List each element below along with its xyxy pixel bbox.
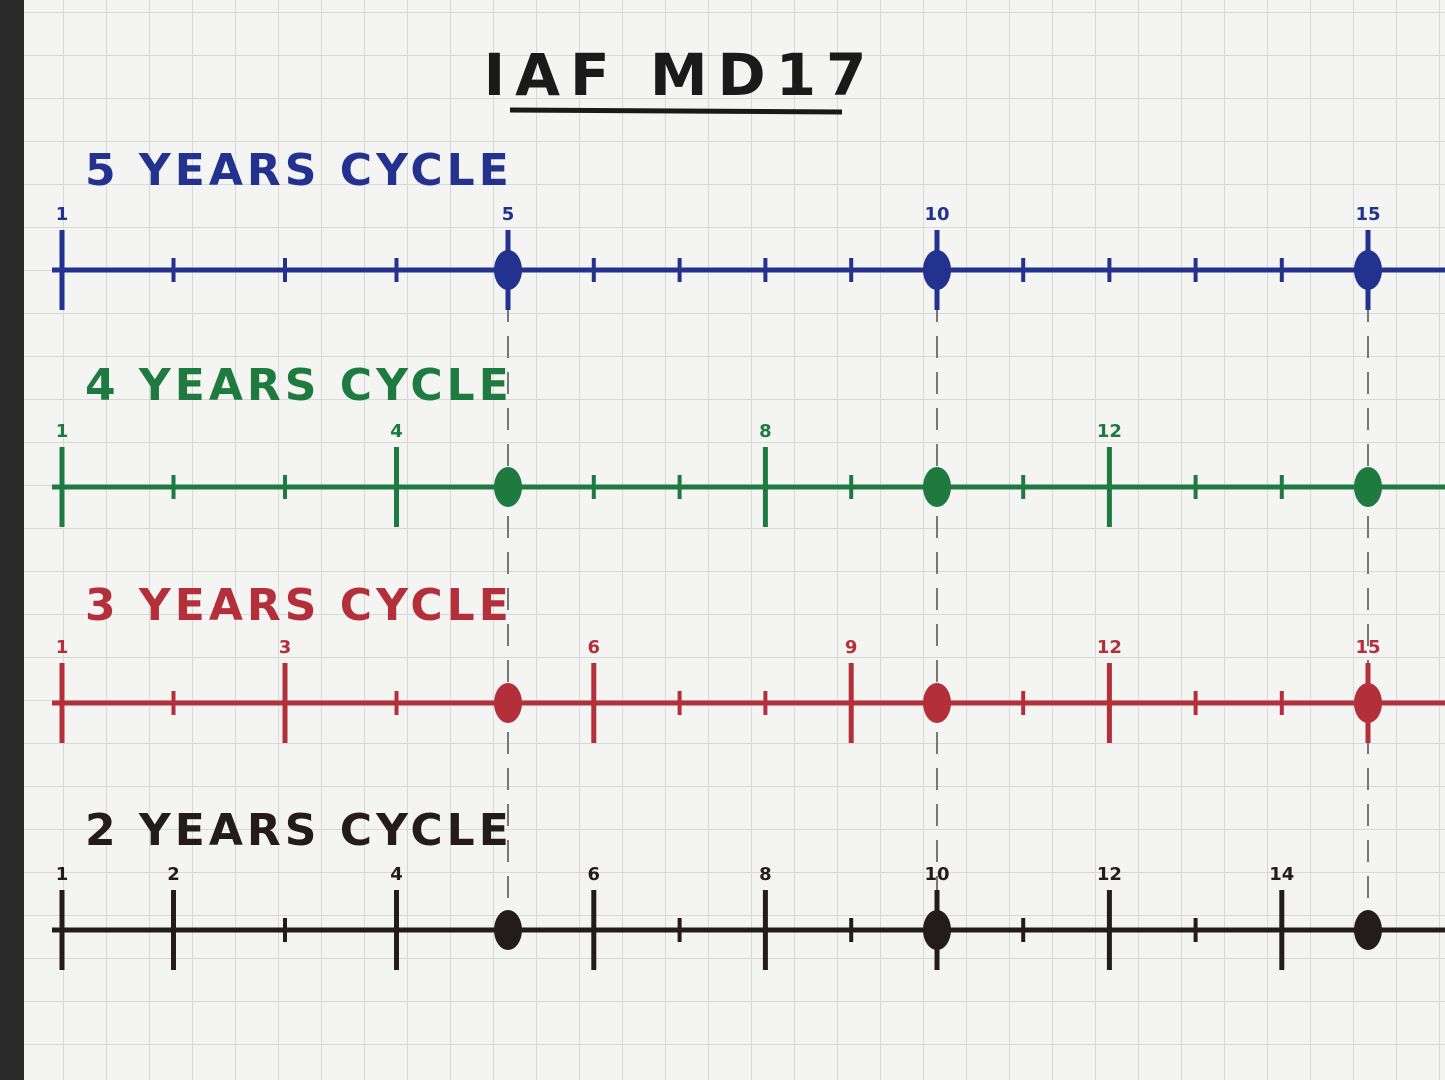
- tick-label: 9: [845, 637, 858, 658]
- tick-label: 1: [56, 204, 69, 225]
- cycle-dot: [923, 250, 951, 290]
- cycle-label: 2 YEARS CYCLE: [85, 805, 513, 856]
- tick-label: 12: [1097, 421, 1122, 442]
- title-underline: [510, 110, 842, 112]
- tick-label: 1: [56, 421, 69, 442]
- cycle-dot: [1354, 250, 1382, 290]
- cycle-dot: [923, 683, 951, 723]
- cycle-dot: [494, 467, 522, 507]
- tick-label: 1: [56, 864, 69, 885]
- tick-label: 15: [1355, 637, 1380, 658]
- tick-label: 12: [1097, 864, 1122, 885]
- cycle-dot: [1354, 467, 1382, 507]
- diagram: IAF MD17 5 YEARS CYCLE1510154 YEARS CYCL…: [0, 0, 1445, 1080]
- cycle-label: 5 YEARS CYCLE: [85, 145, 513, 196]
- cycle-dot: [923, 467, 951, 507]
- tick-label: 10: [924, 864, 949, 885]
- cycle-label: 4 YEARS CYCLE: [85, 360, 513, 411]
- tick-label: 2: [167, 864, 180, 885]
- tick-label: 15: [1355, 204, 1380, 225]
- tick-label: 1: [56, 637, 69, 658]
- cycle-label: 3 YEARS CYCLE: [85, 580, 513, 631]
- tick-label: 5: [502, 204, 515, 225]
- tick-label: 4: [390, 864, 403, 885]
- tick-label: 14: [1269, 864, 1294, 885]
- tick-label: 12: [1097, 637, 1122, 658]
- cycle-dot: [494, 910, 522, 950]
- tick-label: 3: [279, 637, 292, 658]
- cycle-dot: [1354, 683, 1382, 723]
- cycle-dot: [1354, 910, 1382, 950]
- tick-label: 8: [759, 864, 772, 885]
- tick-label: 8: [759, 421, 772, 442]
- cycle-dot: [494, 683, 522, 723]
- title: IAF MD17: [484, 41, 877, 109]
- tick-label: 6: [588, 864, 601, 885]
- tick-label: 4: [390, 421, 403, 442]
- tick-label: 6: [588, 637, 601, 658]
- cycle-dot: [494, 250, 522, 290]
- cycle-dot: [923, 910, 951, 950]
- tick-label: 10: [924, 204, 949, 225]
